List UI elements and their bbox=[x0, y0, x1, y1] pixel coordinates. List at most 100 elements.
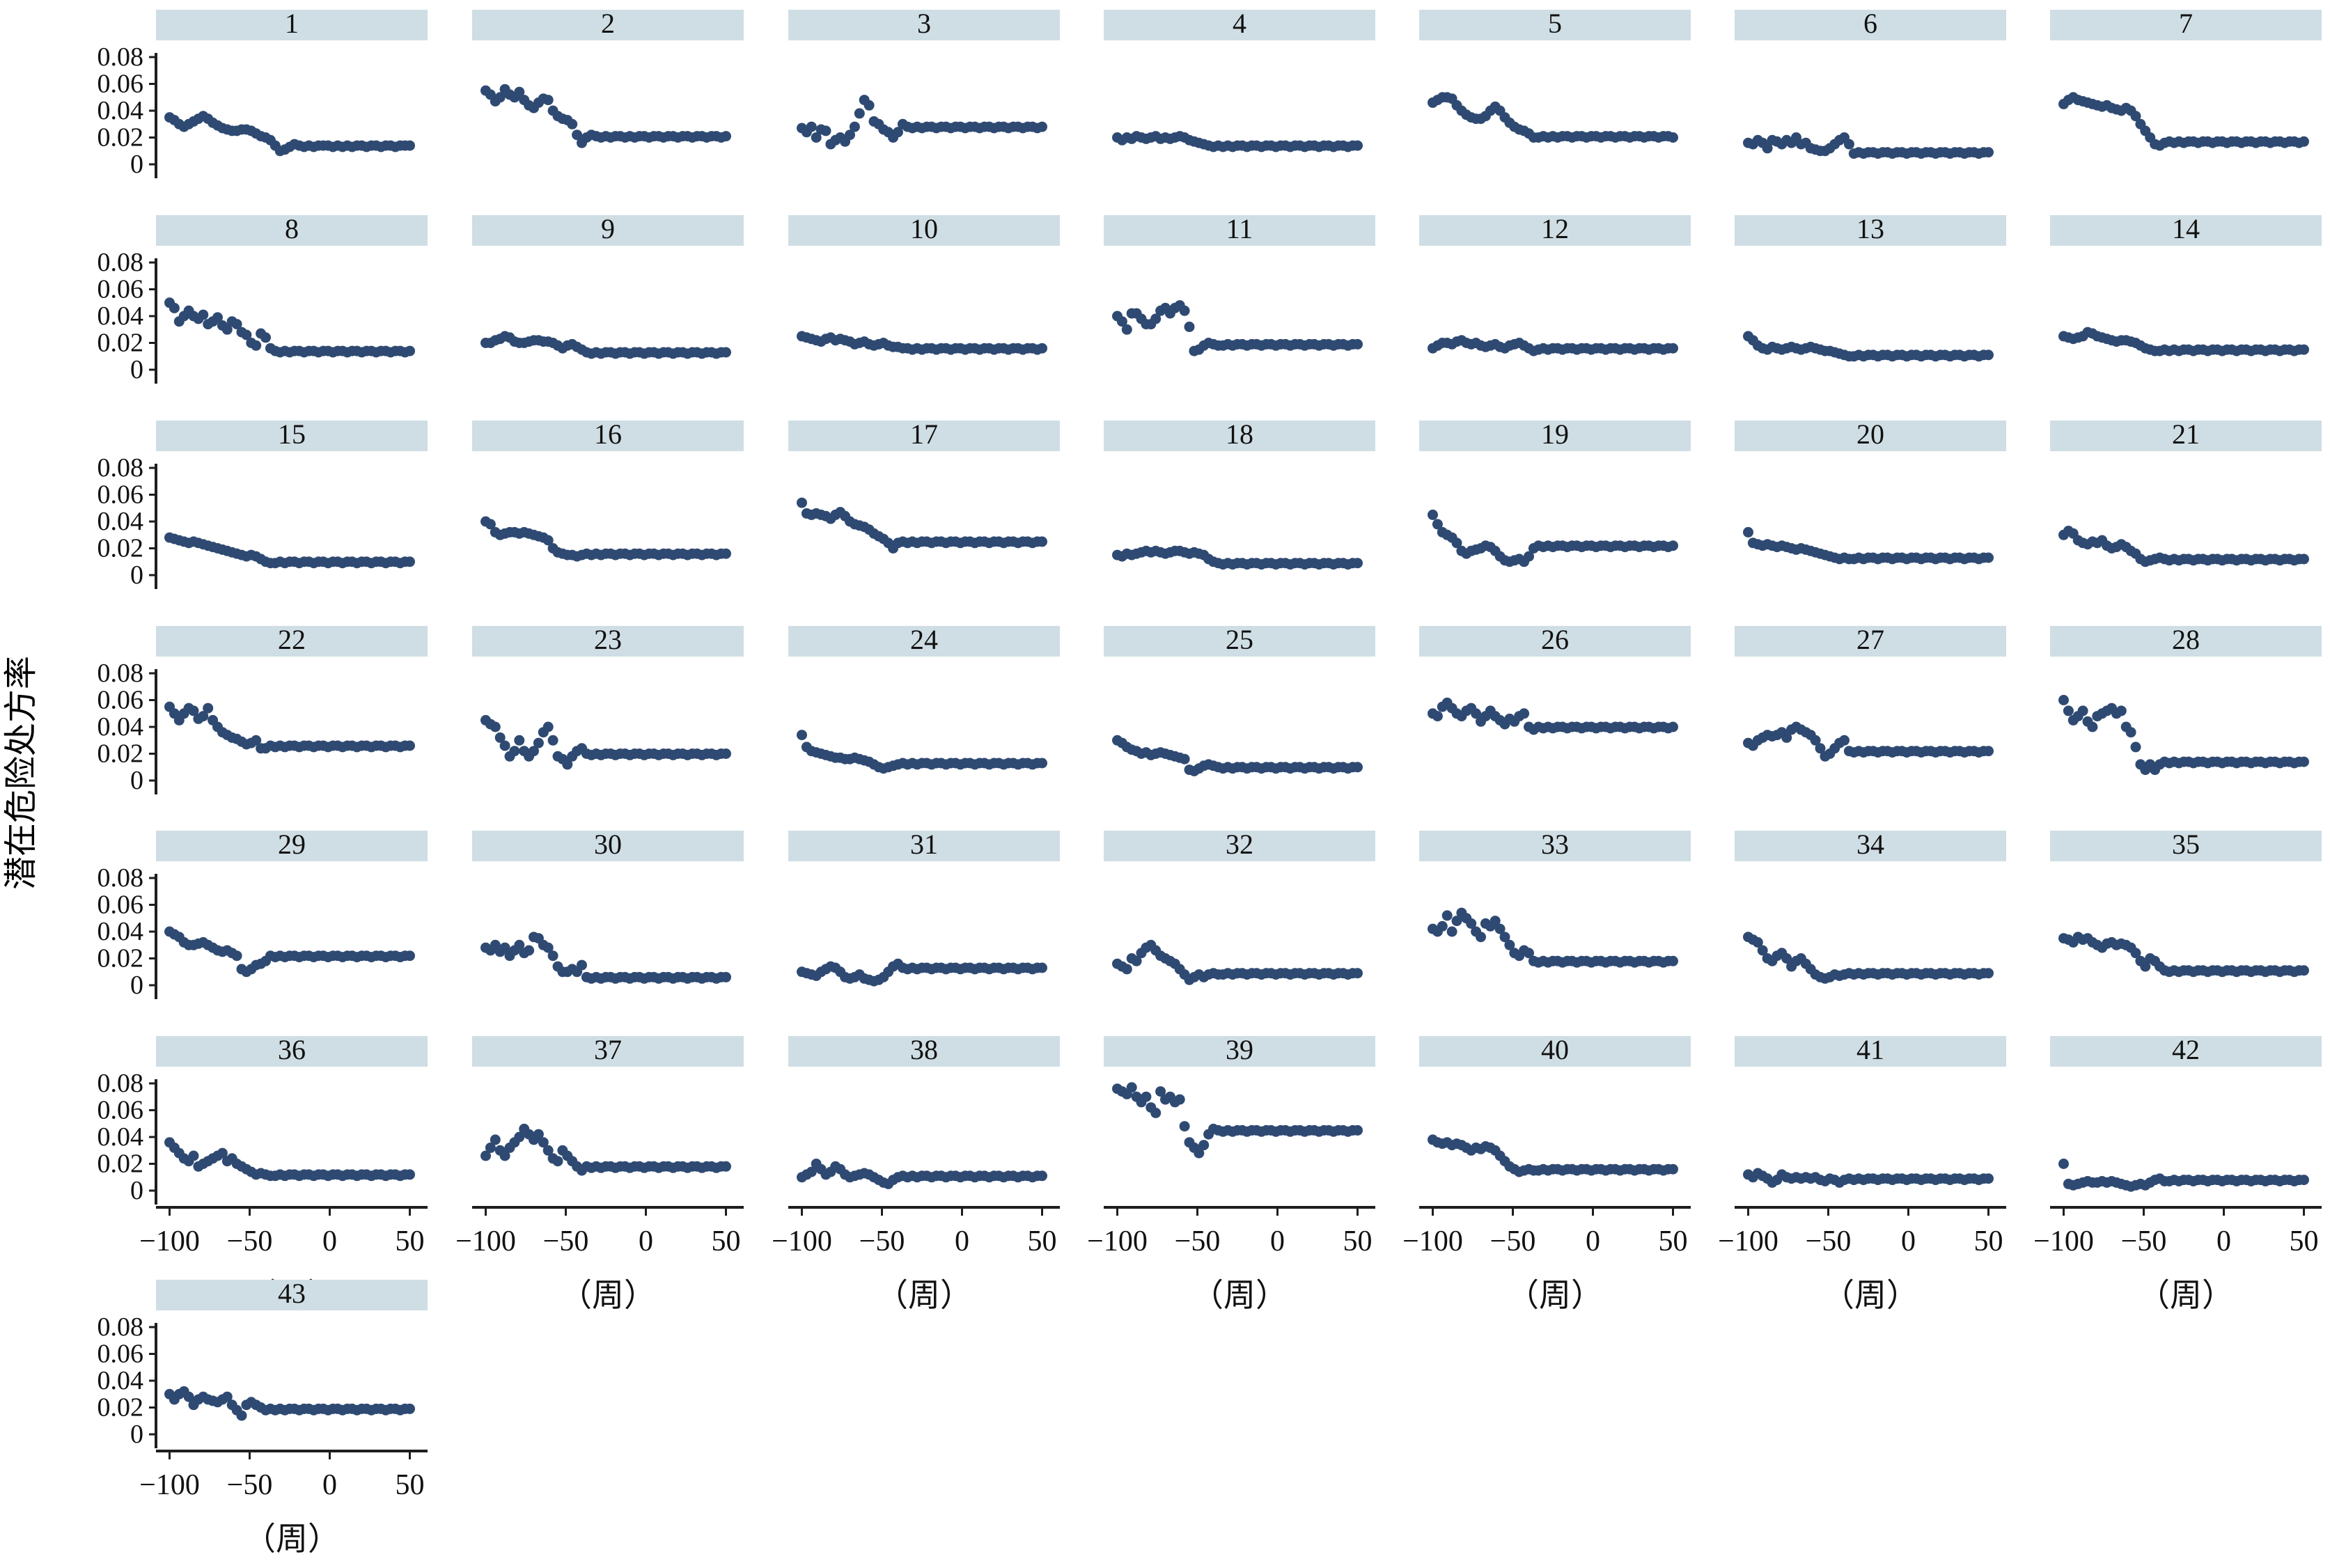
y-tick-label: 0.02 bbox=[97, 123, 144, 152]
y-tick-label: 0 bbox=[130, 1176, 143, 1205]
facet-title: 32 bbox=[1226, 829, 1253, 860]
facet-title: 39 bbox=[1226, 1034, 1253, 1065]
data-point bbox=[863, 100, 875, 111]
data-point bbox=[485, 1142, 496, 1153]
facet-panel: 35 bbox=[2050, 829, 2322, 978]
data-point bbox=[1432, 711, 1443, 722]
facet-panel: 42 −100 −50 0 50 （周） bbox=[2033, 1034, 2322, 1313]
data-point bbox=[811, 132, 822, 143]
facet-panel: 5 bbox=[1419, 8, 1691, 143]
data-point bbox=[251, 735, 262, 746]
x-axis-label: （周） bbox=[1507, 1278, 1603, 1313]
data-point bbox=[1037, 1170, 1047, 1182]
data-point bbox=[1126, 1082, 1137, 1093]
facet-panel: 2 bbox=[472, 8, 744, 148]
y-tick-label: 0.04 bbox=[97, 96, 144, 125]
y-tick-label: 0.04 bbox=[97, 1366, 144, 1395]
x-tick-label: 50 bbox=[1974, 1225, 2003, 1257]
y-axis-label: 潜在危险处方率 bbox=[3, 656, 40, 890]
data-point bbox=[1352, 338, 1363, 350]
data-point bbox=[405, 345, 415, 356]
x-tick-label: −50 bbox=[2121, 1225, 2167, 1257]
y-tick-label: 0.08 bbox=[97, 453, 144, 483]
facet-strip bbox=[1419, 1036, 1691, 1067]
facet-panel: 40 −100 −50 0 50 （周） bbox=[1402, 1034, 1691, 1313]
data-point bbox=[169, 302, 180, 313]
data-point bbox=[2299, 554, 2309, 565]
data-point bbox=[2116, 705, 2127, 716]
facet-title: 36 bbox=[278, 1034, 306, 1065]
x-tick-label: 50 bbox=[1659, 1225, 1688, 1257]
y-tick-label: 0.02 bbox=[97, 944, 144, 973]
facet-panel: 31 bbox=[788, 829, 1060, 987]
data-point bbox=[490, 721, 501, 732]
data-point bbox=[538, 1137, 549, 1148]
facet-strip bbox=[472, 626, 744, 657]
data-point bbox=[2077, 705, 2088, 716]
data-point bbox=[212, 312, 223, 323]
data-point bbox=[572, 130, 583, 141]
data-point bbox=[2299, 136, 2309, 147]
data-point bbox=[1037, 758, 1047, 769]
y-tick-label: 0.08 bbox=[97, 1312, 144, 1342]
data-point bbox=[529, 746, 539, 757]
data-point bbox=[542, 721, 554, 732]
data-point bbox=[1179, 753, 1190, 765]
x-tick-label: 0 bbox=[1270, 1225, 1285, 1257]
data-point bbox=[542, 1145, 554, 1156]
data-point bbox=[221, 1391, 233, 1402]
y-tick-label: 0.04 bbox=[97, 712, 144, 742]
data-point bbox=[721, 347, 731, 358]
facet-title: 34 bbox=[1856, 829, 1884, 860]
y-tick-label: 0.08 bbox=[97, 42, 144, 72]
data-point bbox=[1781, 732, 1792, 743]
x-tick-label: 0 bbox=[2216, 1225, 2231, 1257]
data-point bbox=[893, 127, 903, 138]
facet-strip bbox=[788, 831, 1060, 861]
facet-panel: 37 −100 −50 0 50 （周） bbox=[455, 1034, 744, 1313]
x-tick-label: 50 bbox=[1343, 1225, 1373, 1257]
facet-strip bbox=[1419, 421, 1691, 451]
data-point bbox=[221, 324, 233, 335]
data-point bbox=[1352, 1124, 1363, 1136]
facet-strip bbox=[1735, 215, 2006, 246]
x-tick-label: 0 bbox=[1901, 1225, 1916, 1257]
data-point bbox=[1668, 343, 1678, 354]
data-point bbox=[405, 1169, 415, 1180]
data-point bbox=[1499, 932, 1510, 943]
facet-panel: 39 −100 −50 0 50 （周） bbox=[1087, 1034, 1375, 1313]
facet-strip bbox=[2050, 626, 2322, 657]
data-point bbox=[1179, 305, 1190, 316]
data-point bbox=[188, 1150, 199, 1161]
y-tick-label: 0.08 bbox=[97, 659, 144, 688]
facet-panel: 9 bbox=[472, 213, 744, 359]
data-point bbox=[533, 737, 544, 748]
data-point bbox=[854, 108, 865, 119]
x-axis-label: （周） bbox=[876, 1278, 972, 1313]
facet-title: 13 bbox=[1856, 213, 1884, 244]
y-tick-label: 0.04 bbox=[97, 1122, 144, 1152]
data-point bbox=[2087, 721, 2098, 732]
data-point bbox=[567, 118, 578, 130]
facet-panel: 34 bbox=[1735, 829, 2006, 984]
facet-panel: 32 bbox=[1104, 829, 1375, 985]
x-tick-label: 0 bbox=[955, 1225, 969, 1257]
data-point bbox=[1141, 1091, 1152, 1102]
facet-strip bbox=[156, 10, 428, 40]
y-tick-label: 0.06 bbox=[97, 891, 144, 920]
data-point bbox=[2130, 742, 2141, 753]
facet-panel: 15 00.020.040.060.08 bbox=[97, 418, 428, 590]
facet-title: 12 bbox=[1541, 213, 1569, 244]
data-point bbox=[1810, 735, 1821, 746]
facet-title: 4 bbox=[1233, 8, 1246, 39]
facet-panel: 8 00.020.040.060.08 bbox=[97, 213, 428, 384]
data-point bbox=[1524, 551, 1534, 562]
facet-strip bbox=[1104, 421, 1375, 451]
data-point bbox=[1437, 920, 1448, 932]
data-point bbox=[1352, 140, 1363, 151]
data-point bbox=[562, 759, 573, 770]
data-point bbox=[490, 1134, 501, 1145]
facet-strip bbox=[1104, 626, 1375, 657]
x-tick-label: −100 bbox=[2033, 1225, 2094, 1257]
